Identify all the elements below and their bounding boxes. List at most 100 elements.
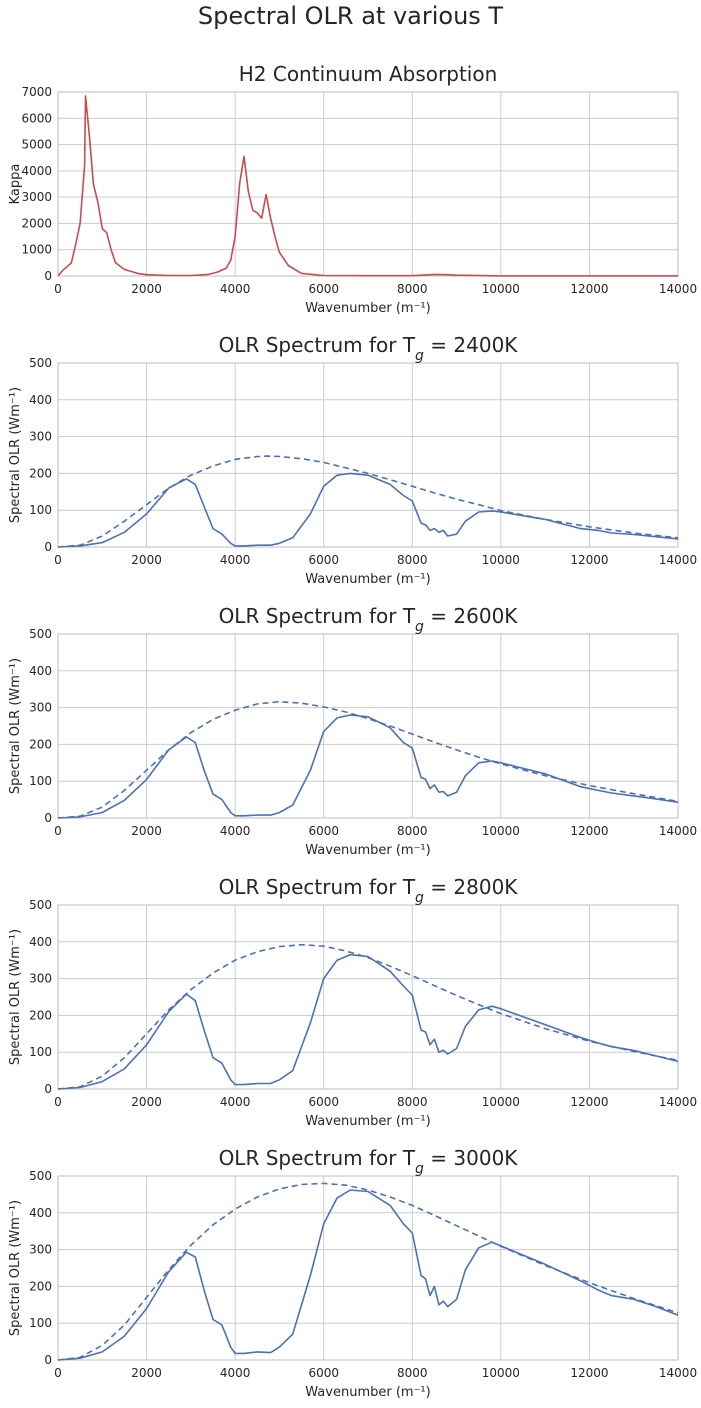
x-tick-label: 10000	[482, 553, 520, 567]
x-tick-label: 2000	[131, 553, 162, 567]
figure-title: Spectral OLR at various T	[197, 2, 504, 30]
x-tick-label: 6000	[308, 1366, 339, 1380]
x-tick-label: 4000	[220, 1366, 251, 1380]
dashed-series-line	[57, 700, 679, 819]
y-tick-label: 100	[29, 1045, 52, 1059]
x-tick-label: 10000	[482, 1366, 520, 1380]
x-tick-label: 10000	[482, 824, 520, 838]
x-axis-label: Wavenumber (m⁻¹)	[305, 1385, 430, 1400]
x-tick-label: 6000	[308, 282, 339, 296]
axes-frame	[57, 633, 679, 819]
y-tick-label: 400	[29, 1206, 52, 1220]
chart-panel-1: 0 2000 4000 6000 8000 10000 12000 14000 0 1000 200…	[8, 62, 697, 316]
x-tick-label: 10000	[482, 1095, 520, 1109]
y-tick-label: 300	[29, 701, 52, 715]
chart-title: OLR Spectrum for Tg = 2600K	[219, 604, 519, 635]
y-tick-label: 7000	[21, 85, 52, 99]
chart-title: OLR Spectrum for Tg = 2800K	[219, 875, 519, 906]
x-axis-label: Wavenumber (m⁻¹)	[305, 301, 430, 316]
x-tick-label: 12000	[570, 1366, 608, 1380]
y-tick-label: 100	[29, 503, 52, 517]
x-tick-label: 12000	[570, 282, 608, 296]
chart-title: OLR Spectrum for Tg = 3000K	[219, 1146, 519, 1177]
x-tick-label: 10000	[482, 282, 520, 296]
solid-series-line	[57, 953, 679, 1090]
y-tick-label: 300	[29, 972, 52, 986]
x-tick-label: 8000	[397, 553, 428, 567]
x-tick-label: 2000	[131, 282, 162, 296]
y-axis-label: Spectral OLR (Wm⁻¹)	[8, 387, 23, 523]
x-tick-label: 8000	[397, 1095, 428, 1109]
axes-frame	[57, 362, 679, 548]
chart-panel-5: 0 2000 4000 6000 8000 10000 12000 14000 0 100 200 3…	[8, 1146, 697, 1400]
y-axis-label: Kappa	[8, 164, 23, 205]
x-tick-label: 4000	[220, 1095, 251, 1109]
y-tick-label: 500	[29, 356, 52, 370]
y-tick-label: 400	[29, 393, 52, 407]
x-axis-label: Wavenumber (m⁻¹)	[305, 572, 430, 587]
solid-series-line	[57, 95, 678, 277]
chart-panel-3: 0 2000 4000 6000 8000 10000 12000 14000 0 100 200 3…	[8, 604, 697, 858]
x-tick-label: 6000	[308, 553, 339, 567]
y-axis-label: Spectral OLR (Wm⁻¹)	[8, 658, 23, 794]
dashed-series-line	[57, 1182, 679, 1361]
plot-area	[58, 634, 678, 818]
y-tick-label: 0	[44, 269, 52, 283]
y-tick-label: 300	[29, 430, 52, 444]
x-tick-label: 2000	[131, 1366, 162, 1380]
y-tick-label: 6000	[21, 111, 52, 125]
x-tick-label: 14000	[659, 553, 697, 567]
y-tick-label: 400	[29, 664, 52, 678]
solid-series-line	[57, 1189, 679, 1361]
y-axis-label: Spectral OLR (Wm⁻¹)	[8, 929, 23, 1065]
y-tick-label: 2000	[21, 216, 52, 230]
y-tick-label: 100	[29, 1316, 52, 1330]
y-tick-label: 1000	[21, 243, 52, 257]
chart-panel-4: 0 2000 4000 6000 8000 10000 12000 14000 0 100 200 3…	[8, 875, 697, 1129]
chart-panel-2: 0 2000 4000 6000 8000 10000 12000 14000 0 100 200 3…	[8, 333, 697, 587]
solid-series-line	[57, 472, 679, 548]
x-tick-label: 0	[54, 824, 62, 838]
x-tick-label: 2000	[131, 1095, 162, 1109]
y-tick-label: 500	[29, 1169, 52, 1183]
x-tick-label: 8000	[397, 1366, 428, 1380]
x-tick-label: 14000	[659, 824, 697, 838]
y-tick-label: 5000	[21, 138, 52, 152]
axes-frame	[57, 1175, 679, 1361]
y-tick-label: 500	[29, 627, 52, 641]
plot-area	[58, 363, 678, 547]
y-tick-label: 200	[29, 466, 52, 480]
x-tick-label: 8000	[397, 282, 428, 296]
y-tick-label: 400	[29, 935, 52, 949]
y-tick-label: 200	[29, 1279, 52, 1293]
plot-area	[58, 905, 678, 1089]
x-axis-label: Wavenumber (m⁻¹)	[305, 843, 430, 858]
x-tick-label: 12000	[570, 1095, 608, 1109]
x-tick-label: 6000	[308, 824, 339, 838]
y-axis-label: Spectral OLR (Wm⁻¹)	[8, 1200, 23, 1336]
x-tick-label: 12000	[570, 553, 608, 567]
y-tick-label: 500	[29, 898, 52, 912]
plot-area	[58, 1176, 678, 1360]
axes-frame	[57, 904, 679, 1090]
x-tick-label: 4000	[220, 282, 251, 296]
x-tick-label: 14000	[659, 1095, 697, 1109]
y-tick-label: 4000	[21, 164, 52, 178]
x-tick-label: 0	[54, 553, 62, 567]
y-tick-label: 3000	[21, 190, 52, 204]
y-tick-label: 0	[44, 1082, 52, 1096]
x-axis-label: Wavenumber (m⁻¹)	[305, 1114, 430, 1129]
x-tick-label: 8000	[397, 824, 428, 838]
dashed-series-line	[57, 943, 679, 1090]
x-tick-label: 4000	[220, 553, 251, 567]
plot-area	[58, 92, 678, 276]
chart-title: H2 Continuum Absorption	[239, 62, 498, 86]
dashed-series-line	[57, 455, 679, 548]
y-tick-label: 300	[29, 1243, 52, 1257]
y-tick-label: 100	[29, 774, 52, 788]
x-tick-label: 14000	[659, 282, 697, 296]
x-tick-label: 4000	[220, 824, 251, 838]
y-tick-label: 0	[44, 1353, 52, 1367]
y-tick-label: 200	[29, 737, 52, 751]
